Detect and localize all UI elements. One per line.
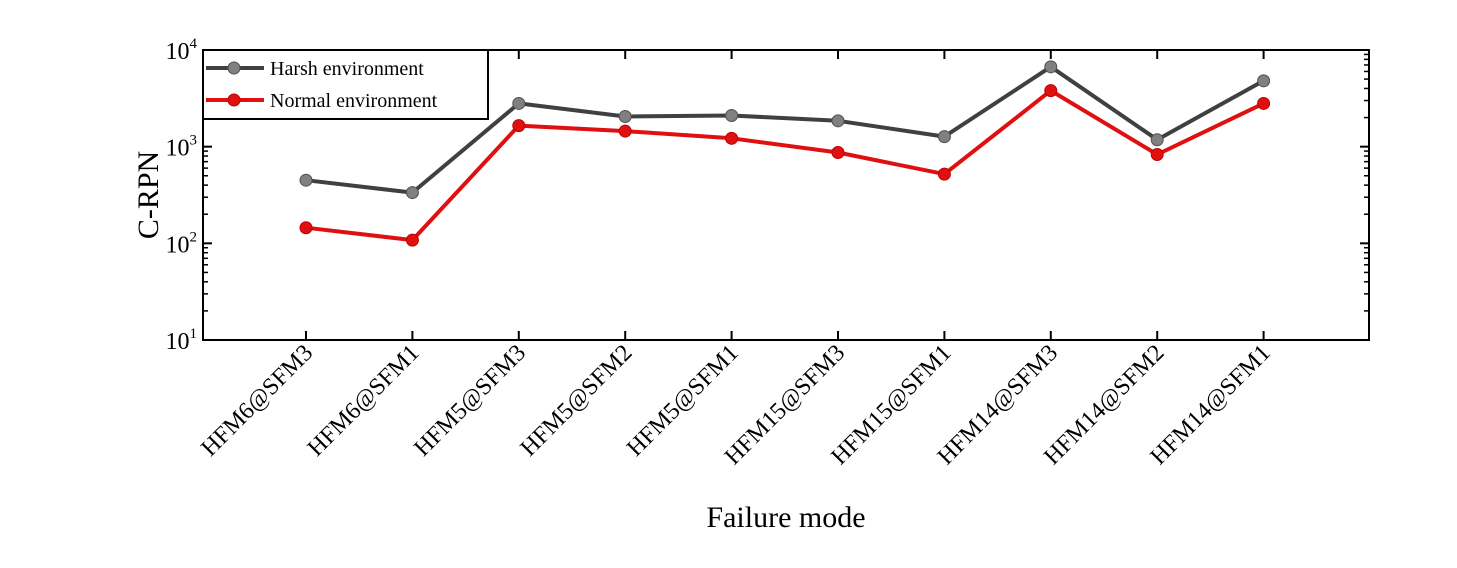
data-point-0-0 [299,173,313,187]
series-line-0 [305,64,1265,195]
data-point-1-6 [937,167,951,181]
x-tick-label-4: HFM5@SFM1 [622,340,744,462]
plot-frame [202,49,1370,341]
x-tick-label-2: HFM5@SFM3 [409,340,531,462]
x-tick-label-0: HFM6@SFM3 [197,340,319,462]
data-point-0-5 [831,114,845,128]
data-point-0-2 [512,96,526,110]
x-tick-label-1: HFM6@SFM1 [303,340,425,462]
data-point-1-2 [512,119,526,133]
y-axis-title: C-RPN [132,151,165,239]
chart-marks [299,60,1271,247]
series-line-1 [305,88,1265,243]
legend-label-normal: Normal environment [270,90,438,112]
data-point-0-9 [1257,74,1271,88]
legend: Harsh environment Normal environment [202,49,489,120]
y-tick-label-3: 104 [166,36,198,65]
data-point-0-3 [618,110,632,124]
data-point-1-1 [405,233,419,247]
data-point-1-0 [299,221,313,235]
y-tick-label-0: 101 [166,326,198,355]
y-tick-label-2: 103 [166,133,198,162]
legend-marker-harsh [227,61,241,75]
data-point-1-9 [1257,96,1271,110]
x-axis-title: Failure mode [706,501,865,534]
data-point-0-8 [1150,133,1164,147]
y-tick-label-1: 102 [166,229,198,258]
data-point-1-8 [1150,147,1164,161]
data-point-0-1 [405,186,419,200]
legend-box [202,49,489,120]
data-point-1-7 [1044,84,1058,98]
data-point-0-4 [725,109,739,123]
legend-marker-normal [227,93,241,107]
data-point-1-5 [831,146,845,160]
data-point-0-6 [937,130,951,144]
x-tick-label-3: HFM5@SFM2 [516,340,638,462]
data-point-0-7 [1044,60,1058,74]
data-point-1-3 [618,124,632,138]
y-axis-ticks: 101 102 103 104 [166,36,1369,355]
legend-label-harsh: Harsh environment [270,58,424,80]
data-point-1-4 [725,131,739,145]
